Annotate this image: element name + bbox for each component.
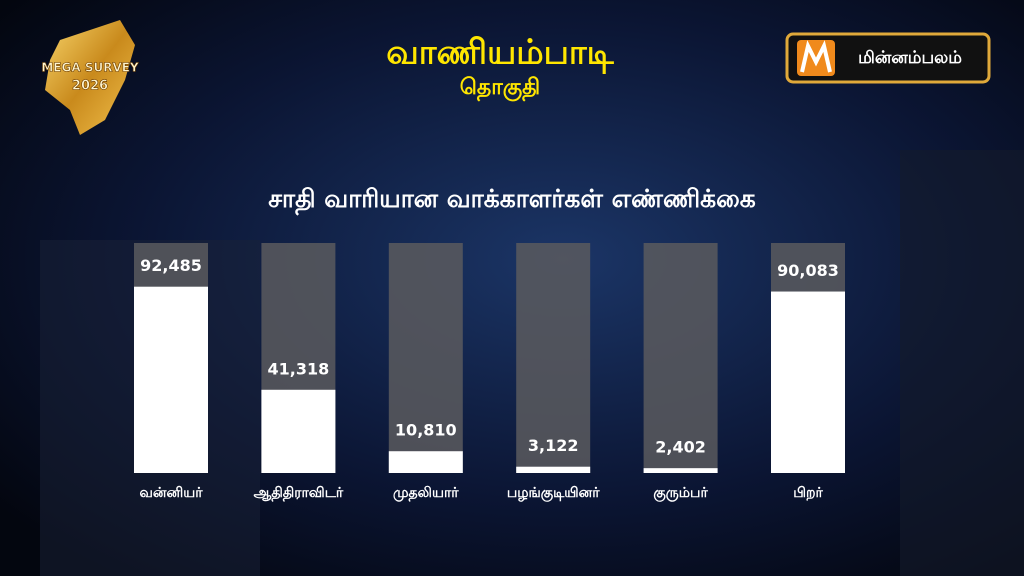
value-label: 92,485 bbox=[140, 256, 202, 275]
bar bbox=[643, 468, 718, 473]
tower-silhouette bbox=[900, 150, 1024, 576]
chart-subtitle: தொகுதி bbox=[460, 75, 540, 102]
bar bbox=[261, 389, 336, 473]
survey-logo: MEGA SURVEY 2026 bbox=[41, 20, 139, 135]
bar bbox=[771, 291, 845, 473]
bar bbox=[134, 286, 208, 473]
bar-track bbox=[388, 243, 463, 473]
value-label: 3,122 bbox=[528, 436, 579, 455]
channel-name: மின்னம்பலம் bbox=[858, 48, 962, 68]
channel-icon-m bbox=[800, 40, 832, 73]
x-tick-label: வன்னியர் bbox=[139, 485, 203, 501]
value-label: 2,402 bbox=[655, 438, 706, 457]
x-tick-label: ஆதிதிராவிடர் bbox=[254, 485, 344, 502]
value-label: 10,810 bbox=[395, 421, 457, 440]
x-tick-label: பிறர் bbox=[793, 485, 823, 501]
logo-map bbox=[45, 20, 135, 135]
value-label: 41,318 bbox=[268, 359, 330, 378]
chart-title: வாணியம்பாடி bbox=[386, 33, 614, 75]
bar bbox=[516, 466, 591, 473]
x-tick-label: முதலியார் bbox=[393, 485, 459, 502]
x-tick-label: குரும்பர் bbox=[653, 485, 708, 502]
value-label: 90,083 bbox=[777, 261, 839, 280]
channel-logo: மின்னம்பலம் bbox=[785, 32, 991, 84]
logo-text: MEGA SURVEY bbox=[41, 61, 139, 75]
bar-track bbox=[643, 243, 718, 473]
x-tick-label: பழங்குடியினர் bbox=[507, 485, 600, 502]
logo-year: 2026 bbox=[72, 79, 108, 94]
bar-track bbox=[516, 243, 591, 473]
channel-box bbox=[785, 32, 991, 84]
bar bbox=[388, 451, 463, 473]
chart-heading: சாதி வாரியான வாக்காளர்கள் எண்ணிக்கை bbox=[268, 184, 756, 216]
